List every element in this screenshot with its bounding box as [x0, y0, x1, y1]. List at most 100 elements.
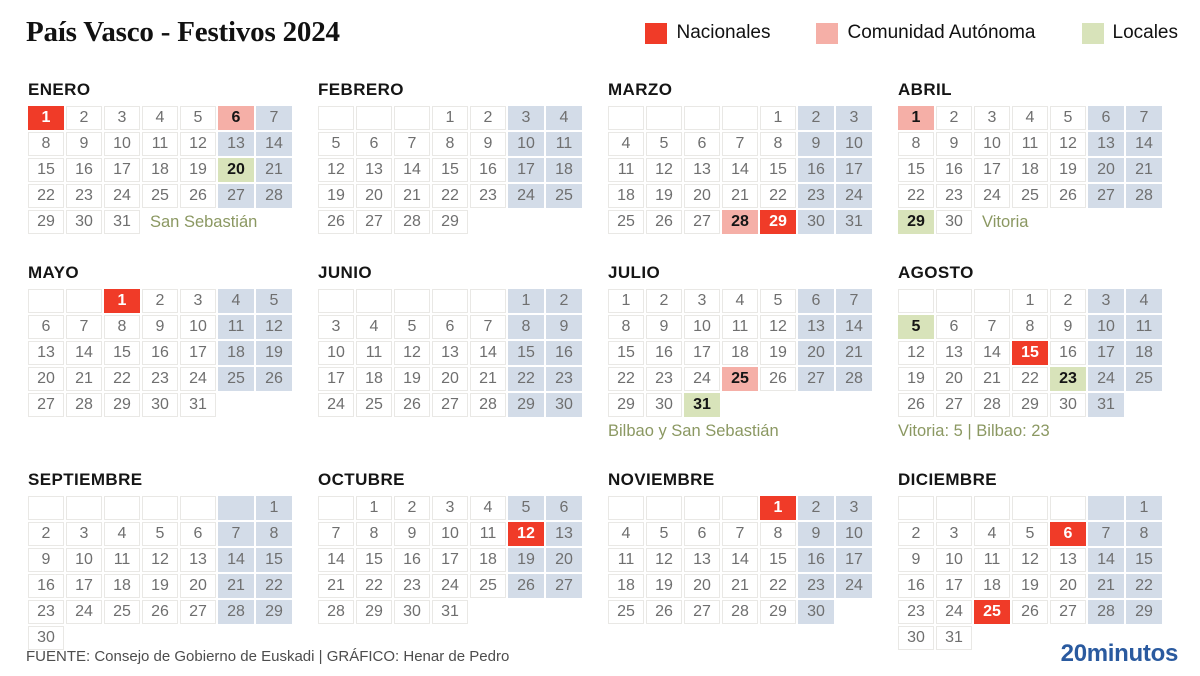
day-cell: 15: [608, 341, 644, 365]
locales-swatch-icon: [1081, 22, 1104, 44]
day-cell: 18: [608, 574, 644, 598]
empty-cell: [974, 289, 1010, 313]
day-cell: 18: [218, 341, 254, 365]
day-cell: 26: [898, 393, 934, 417]
day-cell: 18: [974, 574, 1010, 598]
day-cell: 15: [356, 548, 392, 572]
month-febrero: FEBRERO 1 2 3 4 5 6 7 8 9 10 11 12 13 14 15 16 17 18 19 20 21…: [318, 80, 582, 234]
day-cell: 11: [722, 315, 758, 339]
day-cell: 3: [1088, 289, 1124, 313]
day-cell: 14: [318, 548, 354, 572]
day-cell: 28: [318, 600, 354, 624]
day-cell: 13: [684, 158, 720, 182]
day-cell: 9: [546, 315, 582, 339]
day-cell: 4: [104, 522, 140, 546]
day-cell: 4: [1126, 289, 1162, 313]
day-cell: 26: [1012, 600, 1048, 624]
day-cell: 5: [508, 496, 544, 520]
day-cell: 23: [142, 367, 178, 391]
day-cell: 27: [546, 574, 582, 598]
day-cell: 29: [28, 210, 64, 234]
day-cell: 24: [318, 393, 354, 417]
day-cell: 13: [936, 341, 972, 365]
day-cell: 12: [1050, 132, 1086, 156]
empty-cell: [318, 106, 354, 130]
day-cell: 2: [470, 106, 506, 130]
day-cell: 17: [974, 158, 1010, 182]
day-cell: 6: [180, 522, 216, 546]
month-title: ABRIL: [898, 80, 952, 99]
day-cell: 22: [256, 574, 292, 598]
day-cell: 10: [432, 522, 468, 546]
day-cell: 10: [66, 548, 102, 572]
empty-cell: [318, 289, 354, 313]
day-cell: 15: [1126, 548, 1162, 572]
day-cell: 20: [798, 341, 834, 365]
day-cell: 15: [256, 548, 292, 572]
day-cell: 18: [356, 367, 392, 391]
day-cell: 30: [798, 600, 834, 624]
day-cell: 6: [432, 315, 468, 339]
day-grid: 1 2 3 4 5 6 7 8 9 10 11 12 13 14 15 16 17 18 19 20 21 22 23 24 2…: [318, 289, 582, 417]
day-cell: 6: [1050, 522, 1086, 546]
day-cell: 13: [684, 548, 720, 572]
day-cell: 14: [1088, 548, 1124, 572]
page-title: País Vasco - Festivos 2024: [26, 16, 340, 48]
empty-cell: [898, 496, 934, 520]
day-cell: 7: [1088, 522, 1124, 546]
month-title: MAYO: [28, 263, 80, 282]
day-grid: 1 2 3 4 5 6 7 8 9 10 11 12 13 14 15 16 17 18 19 20 21 22 23 24 2…: [608, 496, 872, 624]
day-cell: 1: [1126, 496, 1162, 520]
day-cell: 16: [66, 158, 102, 182]
day-cell: 11: [608, 548, 644, 572]
empty-cell: [142, 496, 178, 520]
day-cell: 10: [974, 132, 1010, 156]
day-grid: 1 2 3 4 5 6 7 8 9 10 11 12 13 14 15 16 17 18 19 20 21 22 23 24 2…: [608, 106, 872, 234]
day-cell: 25: [142, 184, 178, 208]
day-cell: 24: [836, 574, 872, 598]
day-cell: 25: [722, 367, 758, 391]
day-cell: 12: [508, 522, 544, 546]
day-cell: 7: [318, 522, 354, 546]
day-cell: 8: [608, 315, 644, 339]
empty-cell: [608, 106, 644, 130]
day-cell: 19: [646, 184, 682, 208]
day-cell: 22: [28, 184, 64, 208]
day-cell: 8: [104, 315, 140, 339]
day-cell: 24: [66, 600, 102, 624]
month-title: MARZO: [608, 80, 673, 99]
day-cell: 25: [608, 600, 644, 624]
day-cell: 30: [546, 393, 582, 417]
day-cell: 22: [760, 184, 796, 208]
day-cell: 3: [104, 106, 140, 130]
day-cell: 24: [836, 184, 872, 208]
day-cell: 23: [470, 184, 506, 208]
month-septiembre: SEPTIEMBRE 1 2 3 4 5 6 7 8 9 10 11 12 13 14 15 16 17 18 19 2…: [28, 470, 292, 650]
day-cell: 27: [684, 600, 720, 624]
day-cell: 6: [684, 132, 720, 156]
day-cell: 1: [256, 496, 292, 520]
day-cell: 8: [508, 315, 544, 339]
day-cell: 25: [974, 600, 1010, 624]
day-cell: 15: [104, 341, 140, 365]
day-cell: 24: [936, 600, 972, 624]
day-cell: 31: [104, 210, 140, 234]
day-cell: 13: [218, 132, 254, 156]
day-cell: 18: [104, 574, 140, 598]
day-cell: 19: [142, 574, 178, 598]
legend-label: Nacionales: [676, 22, 771, 43]
day-cell: 16: [470, 158, 506, 182]
day-cell: 21: [1126, 158, 1162, 182]
day-cell: 13: [28, 341, 64, 365]
day-cell: 8: [1126, 522, 1162, 546]
day-cell: 17: [508, 158, 544, 182]
day-cell: 6: [28, 315, 64, 339]
day-cell: 3: [66, 522, 102, 546]
day-cell: 23: [898, 600, 934, 624]
day-cell: 31: [1088, 393, 1124, 417]
day-cell: 14: [394, 158, 430, 182]
empty-cell: [104, 496, 140, 520]
day-cell: 15: [760, 548, 796, 572]
day-cell: 3: [684, 289, 720, 313]
day-cell: 13: [546, 522, 582, 546]
